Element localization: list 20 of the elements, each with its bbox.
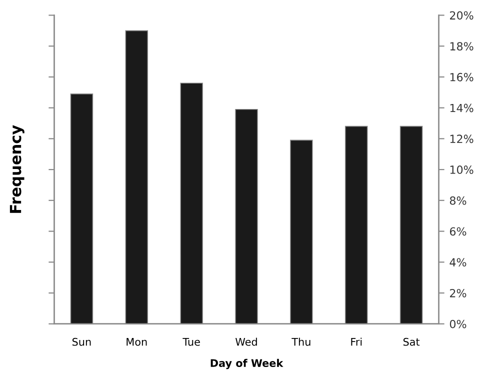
x-tick-label: Thu [292, 338, 310, 346]
y2-tick-label: 8% [450, 196, 466, 205]
y2-tick-label: 4% [450, 258, 466, 267]
y2-tick-label: 12% [450, 134, 474, 144]
y2-tick-label: 14% [450, 104, 474, 112]
x-tick-label: Tue [182, 338, 200, 346]
y2-tick-label: 10% [450, 166, 474, 174]
x-tick-label: Fri [351, 338, 362, 346]
y2-tick-label: 20% [450, 11, 474, 20]
y2-tick-label: 16% [450, 72, 474, 82]
x-axis-title: Day of Week [210, 358, 284, 370]
x-tick-label: Sun [72, 338, 91, 346]
y2-tick-label: 18% [450, 42, 474, 50]
y-axis-title: Frequency [10, 125, 24, 213]
y2-tick-label: 0% [450, 320, 466, 328]
x-tick-label: Mon [126, 338, 147, 346]
x-tick-label: Wed [235, 338, 257, 346]
x-tick-label: Sat [403, 338, 420, 346]
y2-tick-label: 2% [450, 288, 466, 298]
y2-tick-label: 6% [450, 227, 466, 236]
